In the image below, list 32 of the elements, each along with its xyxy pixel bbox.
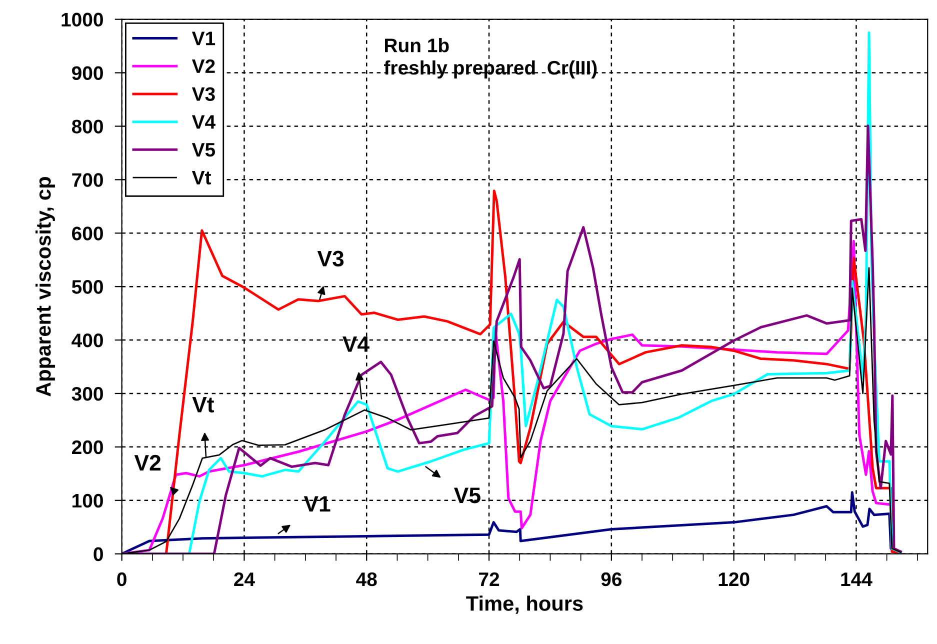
legend-label: Vt: [192, 170, 212, 184]
x-axis-title: Time, hours: [466, 596, 583, 614]
annotation: Run 1b freshly prepared Cr(III): [384, 38, 597, 79]
y-tick-label: 200: [72, 440, 103, 454]
y-tick-label: 600: [72, 226, 103, 240]
annotation: Vt: [192, 397, 214, 412]
legend-label: V1: [192, 32, 216, 46]
x-tick-label: 120: [718, 572, 750, 586]
y-tick-label: 100: [72, 494, 103, 508]
x-tick-label: 48: [356, 572, 377, 586]
y-tick-label: 800: [72, 120, 103, 134]
y-tick-label: 900: [72, 66, 103, 80]
annotation: V5: [454, 488, 480, 504]
legend-label: V4: [192, 115, 216, 129]
annotation: V1: [304, 496, 330, 512]
y-axis-title: Apparent viscosity, cp: [36, 177, 55, 396]
y-tick-label: 1000: [62, 12, 103, 27]
x-tick-label: 144: [841, 572, 872, 586]
y-tick-label: 0: [94, 547, 103, 562]
x-tick-label: 72: [479, 572, 500, 586]
legend-label: V2: [192, 59, 215, 73]
x-tick-label: 0: [117, 572, 126, 586]
annotation: V3: [317, 250, 344, 267]
y-tick-label: 700: [72, 173, 103, 187]
legend-label: V5: [192, 143, 216, 157]
y-tick-label: 300: [72, 386, 103, 401]
legend-label: V3: [192, 87, 215, 101]
x-tick-label: 24: [234, 572, 255, 586]
annotation: V2: [134, 454, 161, 470]
x-tick-label: 96: [601, 572, 622, 586]
y-tick-label: 500: [72, 280, 103, 294]
y-tick-label: 400: [72, 334, 103, 348]
